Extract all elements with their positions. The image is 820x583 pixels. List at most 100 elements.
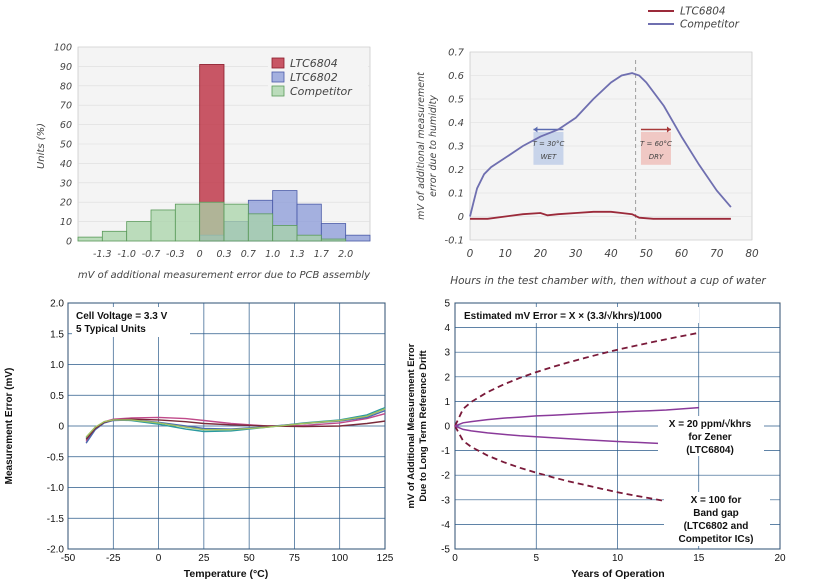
drift-bandgap-annotation-line: (LTC6802 and [684,521,749,532]
humidity-annotation-temp: T = 60°C [640,140,672,148]
humidity-y-label-line1: mV of additional measurement [416,71,427,220]
humidity-line-competitor [469,72,732,217]
humidity-y-tick: 0.3 [448,142,464,153]
histogram-x-label: mV of additional measurement error due t… [78,270,371,281]
temperature-y-tick: -2.0 [47,545,65,556]
humidity-y-tick: 0.6 [448,71,464,82]
histogram-y-tick: 80 [60,81,72,92]
histogram-bar-competitor [199,201,225,242]
histogram-legend-label: LTC6804 [290,57,338,70]
drift-zener-annotation-line: for Zener [688,432,731,443]
temperature-x-tick: -50 [61,553,76,564]
humidity-legend-label: Competitor [680,19,740,31]
drift-x-tick: 5 [533,553,539,564]
temperature-y-tick: 0.5 [50,391,64,402]
humidity-x-tick: 50 [640,248,654,260]
drift-y-label-line1: mV of Additional Measurement Error [406,343,417,508]
humidity-x-tick: 20 [534,248,548,260]
histogram-y-tick: 100 [54,43,72,54]
histogram-bar-competitor [150,209,176,242]
temperature-y-tick: -1.0 [47,483,65,494]
drift-zener-annotation-line: X = 20 ppm/√khrs [669,419,752,430]
humidity-x-label: Hours in the test chamber with, then wit… [450,275,766,287]
drift-line-band-gap-upper [454,331,699,427]
temperature-notes-box [72,307,190,337]
histogram-legend-swatch [271,85,285,97]
drift-y-tick: -4 [441,520,450,531]
histogram-x-tick: 2.0 [338,249,353,260]
drift-formula-title: Estimated mV Error = X × (3.3/√khrs)/100… [464,311,662,322]
humidity-y-tick: 0 [458,212,464,223]
histogram-legend-box [268,52,368,100]
drift-x-tick: 10 [612,553,624,564]
drift-y-tick: -2 [441,471,450,482]
panel-temperature: 2.0 1.5 1.0 0.5 0 -0.5 -1.0 -1.5 -2.0 -50 -25 0 25 5… [4,299,394,581]
histogram-x-tick: -1.3 [93,249,112,260]
drift-bandgap-annotation-line: Band gap [693,508,739,519]
drift-bandgap-annotation-line: Competitor ICs) [679,534,754,545]
histogram-y-tick: 10 [60,217,72,228]
temperature-y-tick: 1.5 [50,329,64,340]
drift-line-zener-upper [454,406,699,427]
histogram-bar-competitor [223,203,249,242]
histogram-y-label: Units (%) [36,123,47,169]
histogram-legend-label: Competitor [290,85,353,98]
histogram-y-tick: 90 [60,62,72,73]
drift-bandgap-annotation-line: X = 100 for [691,495,742,506]
histogram-x-tick: 0.3 [216,249,231,260]
humidity-y-tick: 0.2 [448,165,464,176]
histogram-bar-ltc6802 [345,234,371,242]
humidity-x-tick: 40 [604,248,618,260]
humidity-annotation-state: DRY [649,153,664,161]
humidity-x-tick: 70 [710,248,724,260]
humidity-y-label-line2: error due to humidity [428,95,439,197]
temperature-x-tick: 50 [244,553,256,564]
panel-humidity: T = 30°C WET T = 60°C DRY 0.7 0.6 0.5 0.4 0.3 0.… [416,6,766,288]
histogram-bar-competitor [320,238,347,242]
drift-bandgap-annotation-box [664,492,770,546]
humidity-annotation-temp: T = 30°C [533,140,565,148]
drift-zener-annotation-line: (LTC6804) [686,445,734,456]
drift-y-tick: 2 [444,372,450,383]
histogram-bar-competitor [126,221,152,242]
histogram-bar-competitor [77,236,103,242]
histogram-x-tick: 1.0 [265,249,280,260]
temperature-x-tick: 125 [377,553,394,564]
histogram-x-tick: -0.3 [166,249,185,260]
drift-y-tick: 3 [444,348,450,359]
histogram-bar-ltc6802 [320,223,347,242]
temperature-y-tick: -1.5 [47,514,65,525]
histogram-bar-competitor [174,203,201,242]
humidity-x-tick: 60 [675,248,689,260]
histogram-y-tick: 0 [66,237,72,248]
drift-x-tick: 20 [774,553,786,564]
histogram-y-tick: 50 [60,140,72,151]
drift-y-label-line2: Due to Long Term Reference Drift [418,350,429,502]
drift-y-tick: -1 [441,446,450,457]
humidity-y-tick: -0.1 [444,236,464,247]
histogram-y-tick: 40 [60,159,72,170]
humidity-y-tick: 0.5 [448,95,464,106]
histogram-y-tick: 70 [60,101,72,112]
drift-x-label: Years of Operation [571,568,664,580]
histogram-bar-competitor [272,225,298,242]
temperature-x-tick: -25 [106,553,121,564]
histogram-legend-swatch [271,71,285,83]
histogram-legend-swatch [271,57,285,69]
drift-zener-annotation-box [658,416,764,456]
humidity-annotation-state: WET [541,153,557,161]
temperature-y-label: Measurement Error (mV) [4,368,15,485]
drift-x-tick: 0 [452,553,458,564]
humidity-y-tick: 0.7 [448,48,465,59]
humidity-annotation-arrowhead [666,126,671,133]
drift-title-box [459,307,699,323]
temperature-x-tick: 75 [289,553,301,564]
temperature-note-units: 5 Typical Units [76,324,146,335]
histogram-y-tick: 30 [60,178,72,189]
temperature-y-tick: -0.5 [47,452,65,463]
humidity-annotation-box [640,131,671,165]
